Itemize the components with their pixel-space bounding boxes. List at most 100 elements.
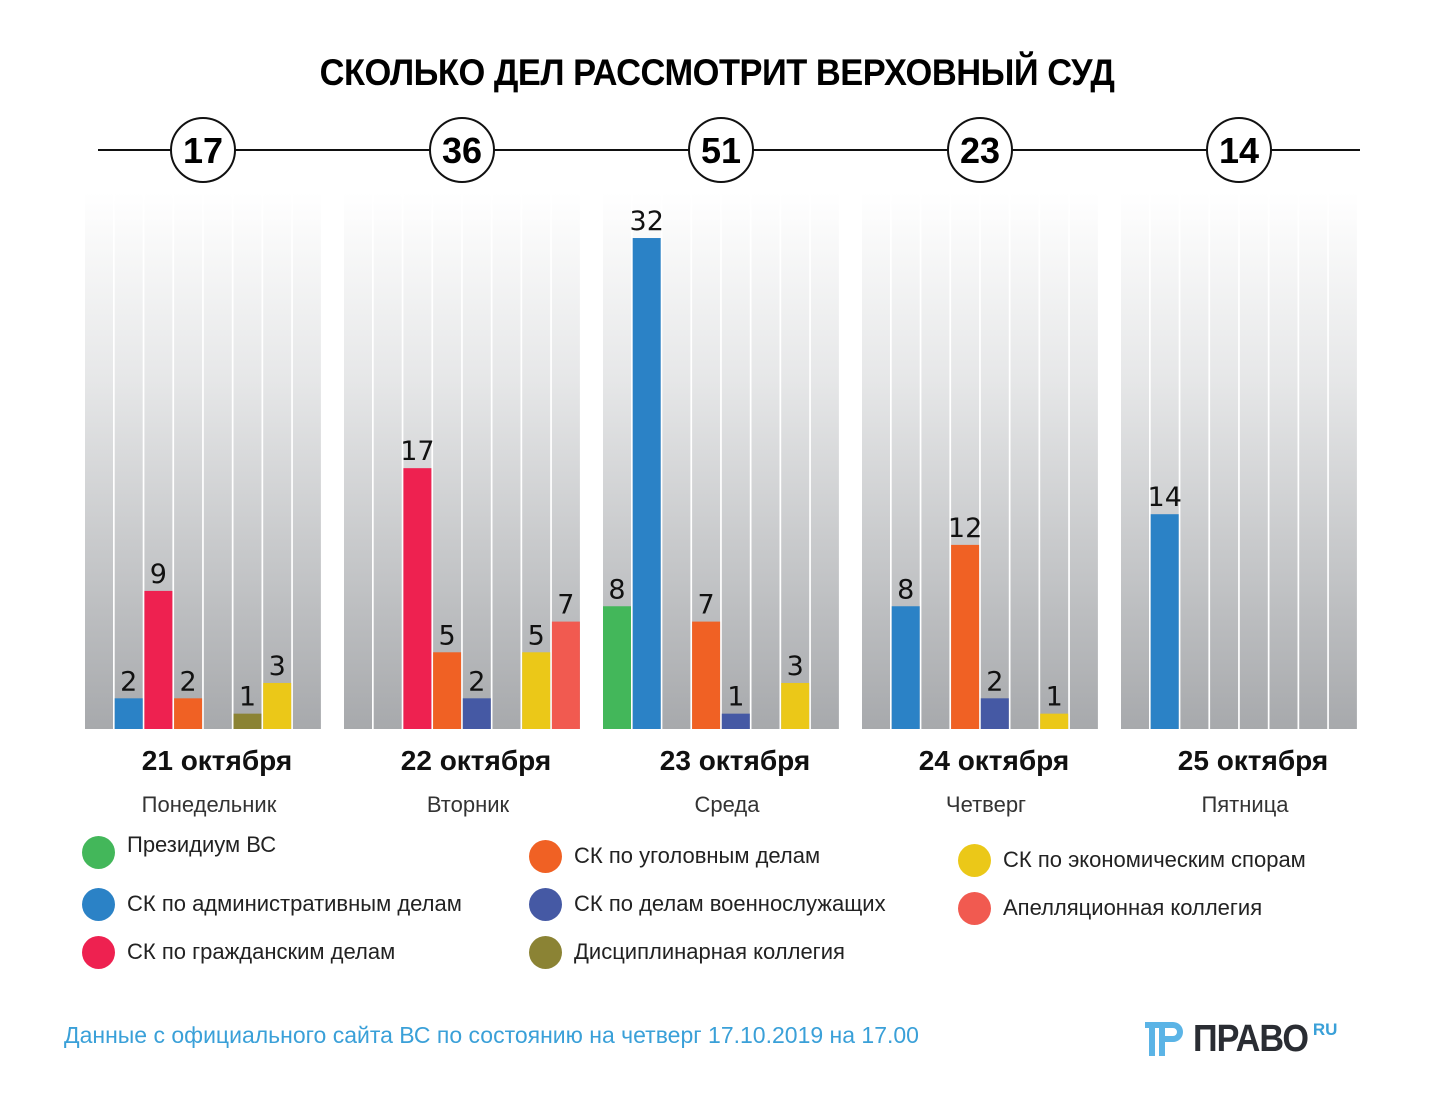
bar-value-label: 5: [528, 620, 545, 651]
bar: [891, 606, 920, 729]
day-total-label: 36: [442, 130, 482, 171]
day-totals: 17 36 51 23 14: [170, 117, 1272, 183]
logo-suffix: RU: [1312, 1020, 1338, 1039]
day-total-label: 23: [960, 130, 1000, 171]
x-tick-label-date: 21 октября: [141, 745, 293, 776]
legend-swatch-icon: [82, 887, 115, 921]
legend-label: Дисциплинарная коллегия: [574, 939, 845, 964]
background-column: [344, 192, 372, 729]
bar: [403, 468, 432, 729]
bar: [951, 544, 980, 729]
background-column: [373, 192, 402, 729]
bar: [114, 698, 143, 729]
legend-item: Президиум ВС: [82, 832, 276, 876]
background-column: [1299, 192, 1328, 729]
day-total-circle: [688, 117, 754, 183]
x-tick-label-date: 25 октября: [1177, 745, 1329, 776]
background-column: [1121, 192, 1149, 729]
background-column: [1069, 192, 1098, 729]
background-column: [662, 192, 691, 729]
bar: [233, 713, 262, 729]
bar-value-label: 8: [897, 574, 914, 605]
day-total-circle: [947, 117, 1013, 183]
bar: [433, 652, 462, 729]
day-total-circle: [1206, 117, 1272, 183]
legend-swatch-icon: [958, 843, 991, 877]
legend-swatch-icon: [529, 839, 562, 873]
legend-label: СК по административным делам: [127, 891, 462, 916]
bar-value-label: 2: [986, 666, 1003, 697]
legend-swatch-icon: [958, 891, 991, 925]
legend-item: СК по делам военнослужащих: [529, 884, 886, 924]
x-tick-label-weekday: Четверг: [945, 792, 1027, 817]
bar: [144, 590, 173, 729]
background-column: [233, 192, 262, 729]
x-tick-label-date: 23 октября: [659, 745, 811, 776]
background-column: [263, 192, 292, 729]
bar: [522, 652, 551, 729]
legend-swatch-icon: [82, 935, 115, 969]
day-total-circle: [429, 117, 495, 183]
background-column: [462, 192, 491, 729]
background-column: [721, 192, 750, 729]
bar-value-label: 7: [698, 590, 715, 621]
background-column: [1040, 192, 1069, 729]
background-column: [781, 192, 810, 729]
background-column: [114, 192, 143, 729]
background-column: [1269, 192, 1298, 729]
bar: [174, 698, 203, 729]
x-tick-label-weekday: Вторник: [426, 792, 510, 817]
bar: [551, 621, 580, 729]
bar-value-label: 5: [439, 620, 456, 651]
legend-label: Апелляционная коллегия: [1003, 895, 1263, 920]
legend-item: СК по экономическим спорам: [958, 840, 1306, 880]
legend-item: СК по административным делам: [82, 884, 462, 924]
x-tick-label-weekday: Пятница: [1201, 792, 1289, 817]
legend-swatch-icon: [529, 935, 562, 969]
bar-value-label: 9: [150, 559, 167, 590]
bar-value-label: 7: [557, 590, 574, 621]
bar-value-label: 2: [468, 666, 485, 697]
source-note: Данные с официального сайта ВС по состоя…: [64, 1022, 919, 1048]
x-tick-label-weekday: Среда: [694, 792, 760, 817]
background-columns: [85, 192, 1357, 729]
bar-value-label: 8: [608, 574, 625, 605]
background-column: [522, 192, 551, 729]
x-tick-label-date: 22 октября: [400, 745, 552, 776]
bar-value-label: 2: [120, 666, 137, 697]
bar: [721, 713, 750, 729]
legend-label: СК по гражданским делам: [127, 939, 396, 964]
background-column: [292, 192, 321, 729]
bar: [632, 238, 661, 729]
day-total-label: 14: [1219, 130, 1259, 171]
bar-value-label: 17: [400, 436, 434, 467]
day-total-label: 51: [701, 130, 741, 171]
bar: [692, 621, 721, 729]
bar: [1150, 514, 1179, 729]
legend-swatch-icon: [529, 887, 562, 921]
bar-value-label: 12: [948, 513, 982, 544]
bar-value-label: 3: [269, 651, 286, 682]
legend-label: СК по делам военнослужащих: [574, 891, 886, 916]
day-total-label: 17: [183, 130, 223, 171]
background-column: [1328, 192, 1357, 729]
pravo-ru-logo[interactable]: ПРАВО RU: [1145, 1018, 1337, 1060]
background-column: [85, 192, 113, 729]
x-tick-label-weekday: Понедельник: [141, 792, 277, 817]
bar-value-label: 1: [727, 682, 744, 713]
bar: [980, 698, 1009, 729]
background-column: [1010, 192, 1039, 729]
bar-value-label: 14: [1148, 482, 1182, 513]
bar: [1040, 713, 1069, 729]
legend-item: СК по уголовным делам: [529, 836, 820, 876]
legend-item: Апелляционная коллегия: [958, 888, 1262, 928]
background-column: [810, 192, 839, 729]
background-column: [433, 192, 462, 729]
bar-value-label: 3: [787, 651, 804, 682]
legend-item: Дисциплинарная коллегия: [529, 932, 845, 972]
background-column: [1210, 192, 1239, 729]
bar-value-label: 1: [1046, 682, 1063, 713]
background-column: [203, 192, 232, 729]
